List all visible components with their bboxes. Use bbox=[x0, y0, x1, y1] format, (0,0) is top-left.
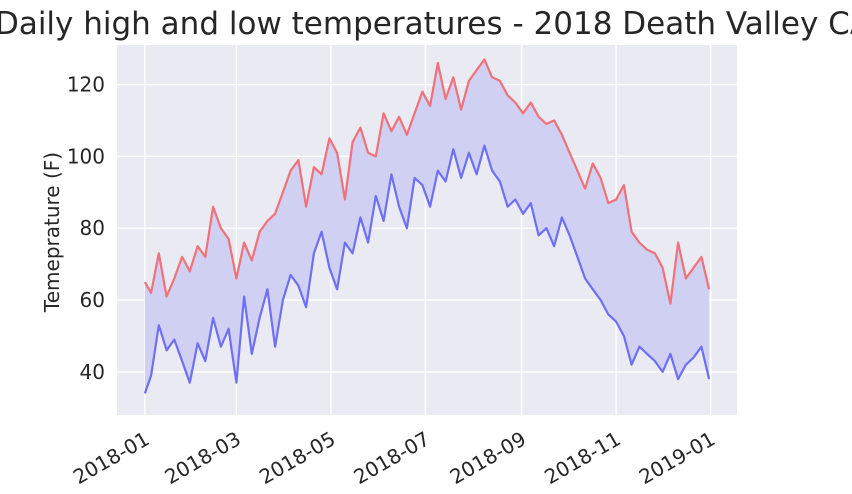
low-temperature-line bbox=[143, 144, 711, 394]
y-tick-label: 120 bbox=[67, 73, 105, 97]
y-tick-label: 100 bbox=[67, 144, 105, 168]
y-tick-label: 60 bbox=[80, 288, 105, 312]
x-tick-label: 2018-09 bbox=[446, 427, 530, 490]
y-axis-label: Temeprature (F) bbox=[40, 152, 64, 313]
high-temperature-line bbox=[143, 58, 711, 305]
x-tick-label: 2018-11 bbox=[540, 427, 624, 490]
x-tick-label: 2018-05 bbox=[255, 427, 339, 490]
x-tick-label: 2018-07 bbox=[350, 427, 434, 490]
high-low-fill-band bbox=[144, 59, 710, 394]
x-tick-label: 2018-01 bbox=[69, 427, 153, 490]
chart-title: Daily high and low temperatures - 2018 D… bbox=[0, 6, 852, 42]
x-tick-label: 2018-03 bbox=[160, 427, 244, 490]
y-tick-label: 80 bbox=[80, 216, 105, 240]
x-tick-labels: 2018-01 2018-03 2018-05 2018-07 2018-09 2018-… bbox=[69, 427, 719, 490]
x-tick-label: 2019-01 bbox=[635, 427, 719, 490]
y-tick-labels: 40 60 80 100 120 bbox=[67, 73, 105, 384]
y-tick-label: 40 bbox=[80, 360, 105, 384]
